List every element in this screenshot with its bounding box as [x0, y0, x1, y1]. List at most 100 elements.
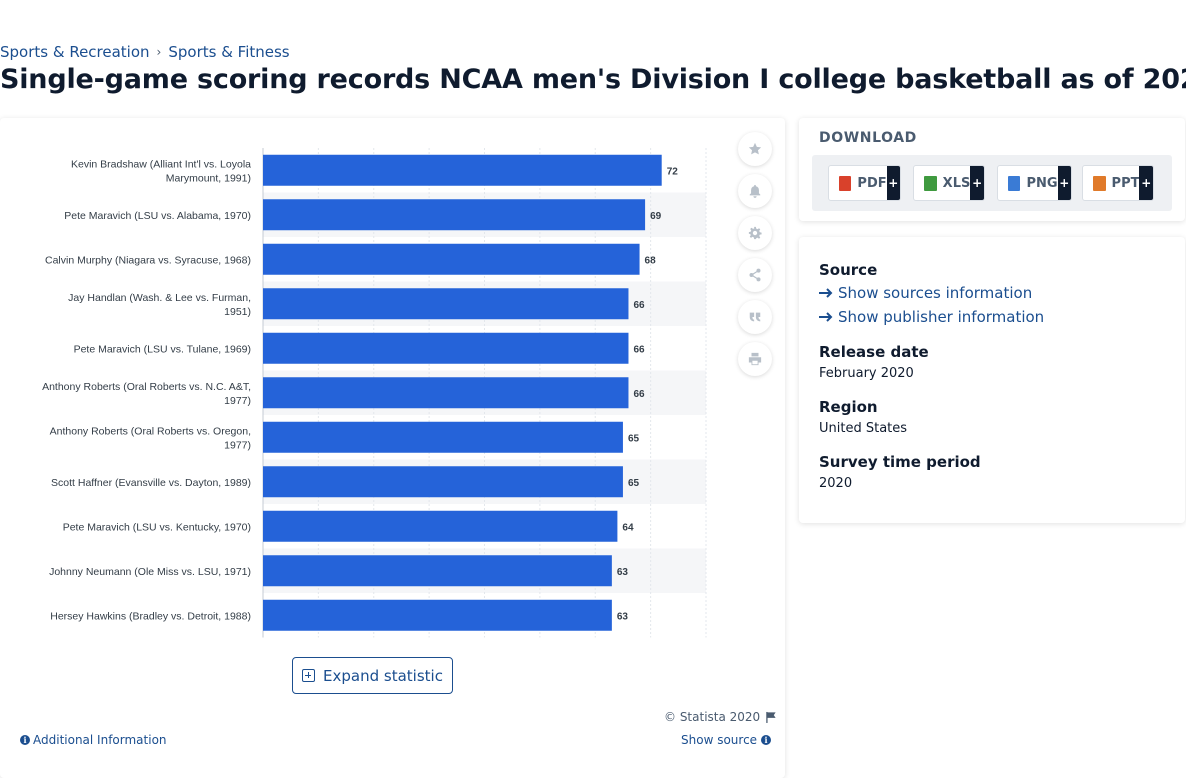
arrow-right-icon: [819, 288, 833, 298]
data-label: 66: [633, 300, 645, 311]
download-ppt-button[interactable]: PPT +: [1082, 165, 1154, 201]
statistic-metadata: Source Show sources information Show pub…: [799, 237, 1185, 523]
show-source-link[interactable]: Show source i: [681, 733, 772, 747]
info-icon: i: [20, 735, 30, 745]
data-label: 66: [633, 389, 645, 400]
bar-chart: 72 Kevin Bradshaw (Alliant Int'l vs. Loyo…: [42, 148, 707, 638]
category-label: Johnny Neumann (Ole Miss vs. LSU, 1971): [49, 566, 251, 578]
category-label: Kevin Bradshaw (Alliant Int'l vs. Loyola: [71, 158, 251, 170]
download-png-label: PNG: [1026, 175, 1058, 191]
show-source-label: Show source: [681, 733, 758, 747]
category-label: Pete Maravich (LSU vs. Alabama, 1970): [64, 210, 251, 222]
survey-period-heading: Survey time period: [819, 453, 981, 471]
show-sources-link[interactable]: Show sources information: [819, 284, 1032, 302]
category-label: Hersey Hawkins (Bradley vs. Detroit, 198…: [50, 610, 251, 622]
download-xls-label: XLS: [942, 175, 971, 191]
breadcrumb: Sports & Recreation › Sports & Fitness: [0, 43, 290, 61]
breadcrumb-separator: ›: [156, 45, 162, 59]
category-label: Scott Haffner (Evansville vs. Dayton, 19…: [51, 477, 251, 489]
category-label: Marymount, 1991): [166, 172, 251, 184]
quote-icon: [749, 312, 761, 322]
cite-button[interactable]: [738, 300, 772, 334]
favorite-button[interactable]: [738, 132, 772, 166]
download-ppt-plus[interactable]: +: [1139, 166, 1153, 200]
download-pdf-plus[interactable]: +: [886, 166, 900, 200]
breadcrumb-item-sports-fitness[interactable]: Sports & Fitness: [168, 43, 290, 61]
data-label: 69: [650, 211, 662, 222]
download-buttons: PDF + XLS + PNG + PPT +: [812, 155, 1172, 211]
bar: [263, 199, 646, 231]
bar: [263, 377, 629, 409]
show-publisher-label: Show publisher information: [838, 308, 1045, 326]
print-icon: [748, 352, 762, 366]
star-icon: [748, 142, 762, 155]
release-date-heading: Release date: [819, 343, 929, 361]
category-label: Anthony Roberts (Oral Roberts vs. N.C. A…: [42, 381, 251, 393]
bar: [263, 510, 618, 542]
arrow-right-icon: [819, 312, 833, 322]
category-label: Anthony Roberts (Oral Roberts vs. Oregon…: [50, 425, 251, 437]
download-xls-button[interactable]: XLS +: [913, 165, 985, 201]
category-label: 1977): [224, 439, 251, 451]
data-label: 63: [617, 611, 629, 622]
download-xls-plus[interactable]: +: [970, 166, 984, 200]
copyright-text: © Statista 2020: [664, 710, 761, 724]
category-label: Pete Maravich (LSU vs. Tulane, 1969): [74, 343, 251, 355]
expand-icon: [302, 669, 316, 682]
copyright-notice: © Statista 2020: [664, 710, 777, 724]
data-label: 65: [628, 433, 640, 444]
bar: [263, 288, 629, 320]
chart-toolbar: [738, 132, 772, 384]
png-file-icon: [1008, 175, 1021, 191]
bar: [263, 243, 640, 275]
data-label: 64: [622, 522, 634, 533]
data-label: 65: [628, 478, 640, 489]
chart-fade-overlay: [0, 693, 710, 733]
bar: [263, 599, 612, 631]
category-label: Pete Maravich (LSU vs. Kentucky, 1970): [63, 521, 251, 533]
page-title: Single-game scoring records NCAA men's D…: [0, 64, 1186, 95]
bar: [263, 555, 612, 587]
category-label: 1951): [224, 306, 251, 318]
bar: [263, 466, 623, 498]
xls-file-icon: [924, 175, 937, 191]
chart-card: 72 Kevin Bradshaw (Alliant Int'l vs. Loyo…: [0, 118, 785, 778]
additional-information-link[interactable]: i Additional Information: [20, 733, 167, 747]
download-png-plus[interactable]: +: [1057, 166, 1071, 200]
category-label: Calvin Murphy (Niagara vs. Syracuse, 196…: [45, 254, 251, 266]
download-ppt-label: PPT: [1111, 175, 1140, 191]
gear-icon: [748, 226, 762, 240]
data-label: 72: [667, 166, 679, 177]
breadcrumb-item-sports-recreation[interactable]: Sports & Recreation: [0, 43, 150, 61]
source-heading: Source: [819, 261, 878, 279]
download-title: DOWNLOAD: [819, 130, 917, 146]
info-icon: i: [761, 735, 772, 745]
share-button[interactable]: [738, 258, 772, 292]
bell-icon: [749, 184, 761, 198]
additional-information-label: Additional Information: [33, 733, 167, 747]
data-label: 68: [645, 255, 657, 266]
share-icon: [749, 268, 761, 282]
region-value: United States: [819, 421, 908, 436]
show-sources-label: Show sources information: [838, 284, 1033, 302]
data-label: 66: [633, 344, 645, 355]
release-date-value: February 2020: [819, 366, 914, 381]
print-button[interactable]: [738, 342, 772, 376]
notification-button[interactable]: [738, 174, 772, 208]
download-png-button[interactable]: PNG +: [997, 165, 1072, 201]
flag-icon[interactable]: [766, 711, 777, 723]
expand-statistic-button[interactable]: Expand statistic: [292, 657, 453, 694]
region-heading: Region: [819, 398, 878, 416]
category-label: Jay Handlan (Wash. & Lee vs. Furman,: [68, 292, 251, 304]
ppt-file-icon: [1093, 175, 1106, 191]
bar: [263, 421, 623, 453]
download-pdf-button[interactable]: PDF +: [828, 165, 901, 201]
pdf-file-icon: [839, 175, 852, 191]
show-publisher-link[interactable]: Show publisher information: [819, 308, 1044, 326]
download-panel: DOWNLOAD PDF + XLS + PNG + PPT +: [799, 118, 1185, 221]
data-label: 63: [617, 567, 629, 578]
expand-statistic-label: Expand statistic: [323, 666, 443, 685]
settings-button[interactable]: [738, 216, 772, 250]
download-pdf-label: PDF: [857, 175, 887, 191]
survey-period-value: 2020: [819, 476, 853, 491]
